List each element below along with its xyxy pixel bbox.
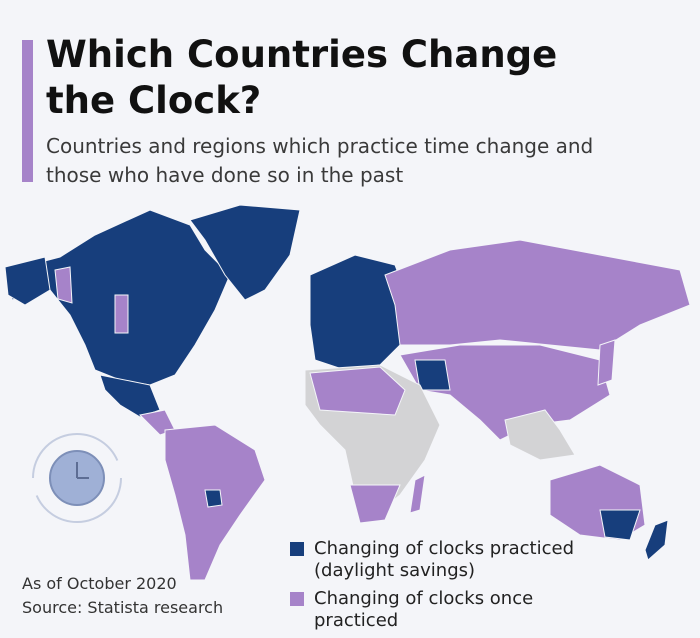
title: Which Countries Change the Clock? xyxy=(46,33,558,122)
region xyxy=(309,366,406,416)
map-shapes xyxy=(4,204,691,581)
note: As of October 2020 xyxy=(22,574,177,593)
region xyxy=(189,204,301,301)
region xyxy=(414,359,451,391)
region xyxy=(4,256,51,306)
legend-item: Changing of clocks practiced (daylight s… xyxy=(290,538,670,582)
subtitle: Countries and regions which practice tim… xyxy=(46,134,594,187)
clock-icon xyxy=(32,433,122,523)
legend-item: Changing of clocks once practiced xyxy=(290,588,670,632)
region xyxy=(409,474,426,514)
legend-swatch xyxy=(290,542,304,556)
region xyxy=(384,239,691,351)
accent-bar xyxy=(22,40,33,182)
region xyxy=(309,254,411,371)
world-map xyxy=(4,204,691,581)
region xyxy=(204,489,223,508)
legend-label: Changing of clocks once practiced xyxy=(314,588,534,631)
legend-label: Changing of clocks practiced (daylight s… xyxy=(314,538,575,581)
legend-swatch xyxy=(290,592,304,606)
region xyxy=(597,339,616,386)
region xyxy=(54,266,73,304)
region xyxy=(349,484,401,524)
region xyxy=(114,294,129,334)
region xyxy=(599,509,641,541)
region xyxy=(99,374,161,418)
region xyxy=(504,409,576,461)
region xyxy=(644,519,669,561)
source: Source: Statista research xyxy=(22,598,224,617)
